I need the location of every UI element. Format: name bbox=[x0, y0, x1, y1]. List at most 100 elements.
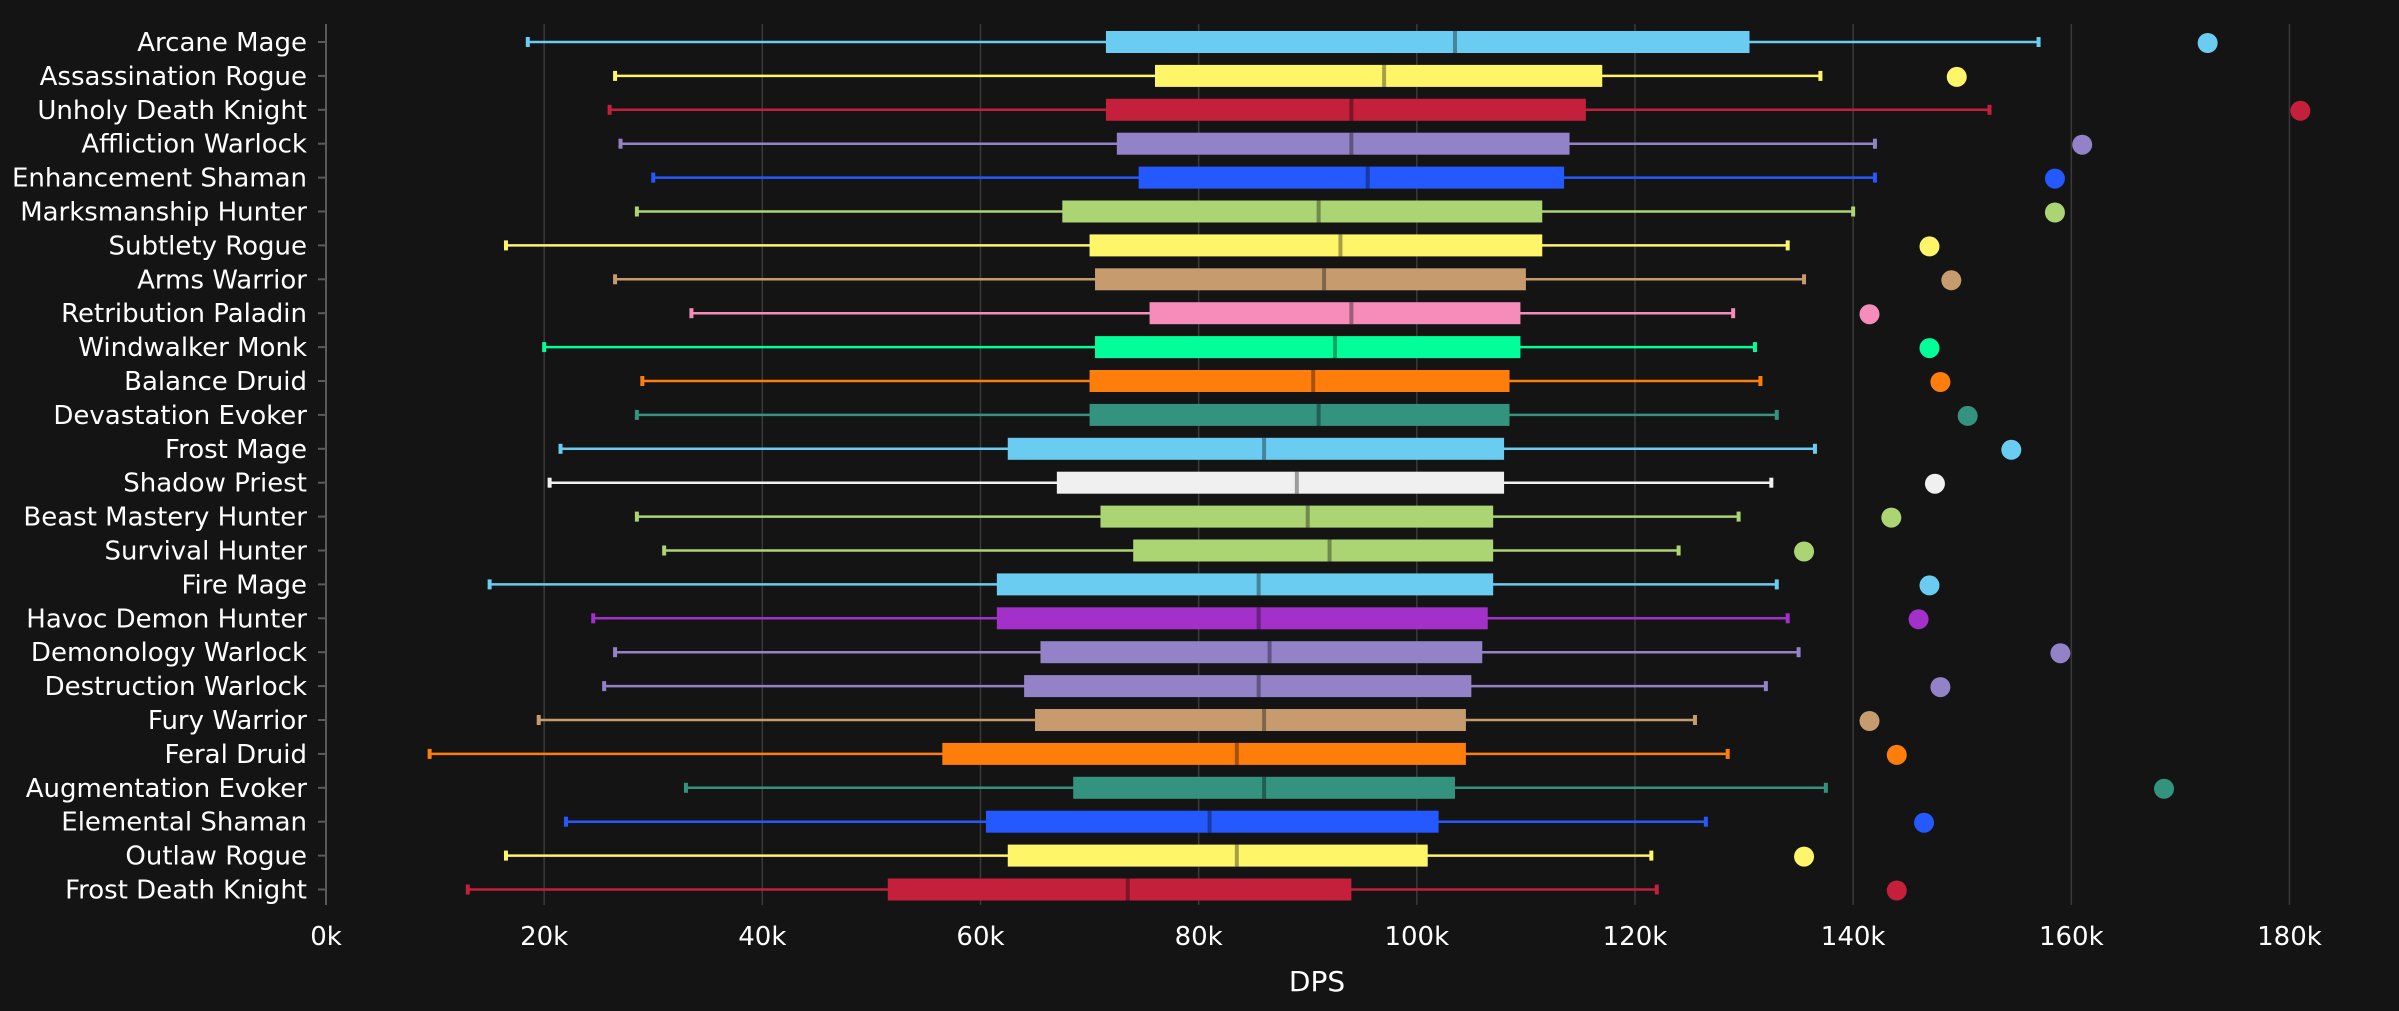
box-row: Survival Hunter bbox=[105, 537, 1815, 567]
box-row: Feral Druid bbox=[164, 740, 1907, 770]
iqr-box bbox=[1073, 776, 1455, 799]
iqr-box bbox=[887, 878, 1352, 901]
outlier-point bbox=[1908, 609, 1929, 630]
iqr-box bbox=[1040, 641, 1483, 664]
box-row: Unholy Death Knight bbox=[37, 96, 2311, 126]
iqr-box bbox=[1095, 336, 1521, 359]
outlier-point bbox=[1886, 744, 1907, 765]
x-tick-label: 0k bbox=[310, 922, 342, 952]
outlier-point bbox=[1919, 236, 1940, 257]
x-tick-label: 60k bbox=[956, 922, 1004, 952]
outlier-point bbox=[2044, 168, 2065, 189]
x-tick-label: 40k bbox=[738, 922, 786, 952]
category-label: Marksmanship Hunter bbox=[20, 198, 307, 228]
outlier-point bbox=[1886, 880, 1907, 901]
iqr-box bbox=[1105, 31, 1750, 53]
box-row: Balance Druid bbox=[124, 367, 1951, 397]
outlier-point bbox=[1794, 541, 1815, 562]
box-row: Retribution Paladin bbox=[61, 299, 1880, 329]
x-tick-label: 180k bbox=[2257, 922, 2322, 952]
outlier-point bbox=[1794, 846, 1815, 867]
category-label: Assassination Rogue bbox=[40, 62, 307, 92]
outlier-point bbox=[1914, 812, 1935, 833]
category-label: Affliction Warlock bbox=[81, 130, 307, 160]
category-label: Havoc Demon Hunter bbox=[26, 604, 307, 634]
outlier-point bbox=[1859, 304, 1880, 325]
outlier-point bbox=[2290, 100, 2311, 121]
iqr-box bbox=[1062, 200, 1543, 223]
box-row: Destruction Warlock bbox=[45, 672, 1951, 702]
iqr-box bbox=[1105, 98, 1586, 121]
outlier-point bbox=[2050, 643, 2071, 664]
box-row: Subtlety Rogue bbox=[108, 231, 1940, 261]
iqr-box bbox=[1116, 132, 1570, 155]
iqr-box bbox=[1089, 370, 1510, 392]
x-axis-title: DPS bbox=[1289, 965, 1345, 998]
gridlines bbox=[543, 24, 2291, 905]
box-row: Frost Death Knight bbox=[65, 876, 1907, 906]
box-row: Devastation Evoker bbox=[53, 401, 1978, 431]
category-label: Feral Druid bbox=[164, 740, 307, 770]
category-label: Outlaw Rogue bbox=[125, 842, 307, 872]
outlier-point bbox=[1881, 507, 1902, 528]
iqr-box bbox=[985, 810, 1439, 833]
outlier-point bbox=[1919, 575, 1940, 596]
iqr-box bbox=[1056, 471, 1505, 494]
iqr-box bbox=[1138, 166, 1565, 189]
category-label: Beast Mastery Hunter bbox=[23, 503, 307, 533]
x-tick-label: 160k bbox=[2039, 922, 2104, 952]
box-row: Assassination Rogue bbox=[40, 62, 1967, 92]
x-tick-label: 140k bbox=[1821, 922, 1886, 952]
box-row: Fury Warrior bbox=[148, 706, 1880, 736]
outlier-point bbox=[2001, 439, 2022, 460]
box-row: Fire Mage bbox=[181, 570, 1940, 600]
iqr-box bbox=[1024, 675, 1472, 698]
iqr-box bbox=[1149, 302, 1521, 325]
outlier-point bbox=[1930, 677, 1951, 698]
category-label: Elemental Shaman bbox=[61, 808, 307, 838]
category-label: Fury Warrior bbox=[148, 706, 307, 736]
x-tick-label: 20k bbox=[520, 922, 568, 952]
box-row: Enhancement Shaman bbox=[12, 164, 2065, 194]
box-row: Elemental Shaman bbox=[61, 808, 1935, 838]
category-label: Survival Hunter bbox=[105, 537, 308, 567]
iqr-box bbox=[996, 573, 1494, 596]
outlier-point bbox=[2044, 202, 2065, 223]
box-row: Marksmanship Hunter bbox=[20, 198, 2065, 228]
iqr-box bbox=[1155, 64, 1603, 87]
category-label: Frost Mage bbox=[165, 435, 307, 465]
box-row: Demonology Warlock bbox=[31, 638, 2071, 668]
outlier-point bbox=[1941, 270, 1962, 291]
category-label: Unholy Death Knight bbox=[37, 96, 307, 126]
outlier-point bbox=[1919, 338, 1940, 359]
iqr-box bbox=[1089, 234, 1543, 257]
outlier-point bbox=[1859, 711, 1880, 731]
iqr-box bbox=[1007, 844, 1428, 867]
category-label: Augmentation Evoker bbox=[26, 774, 308, 804]
category-label: Devastation Evoker bbox=[53, 401, 307, 431]
box-row: Beast Mastery Hunter bbox=[23, 503, 1902, 533]
iqr-box bbox=[1100, 505, 1494, 528]
category-label: Subtlety Rogue bbox=[108, 231, 307, 261]
box-row: Augmentation Evoker bbox=[26, 774, 2175, 804]
box-rows: Arcane Mage Assassination Rogue Unholy Dea… bbox=[12, 28, 2311, 906]
category-label: Demonology Warlock bbox=[31, 638, 307, 668]
category-label: Arms Warrior bbox=[137, 265, 307, 295]
category-label: Shadow Priest bbox=[123, 469, 307, 499]
box-row: Windwalker Monk bbox=[78, 333, 1940, 363]
box-row: Outlaw Rogue bbox=[125, 842, 1815, 872]
outlier-point bbox=[1946, 66, 1967, 87]
iqr-box bbox=[996, 607, 1488, 630]
x-tick-label: 80k bbox=[1175, 922, 1223, 952]
category-label: Windwalker Monk bbox=[78, 333, 307, 363]
category-label: Retribution Paladin bbox=[61, 299, 307, 329]
outlier-point bbox=[1930, 372, 1951, 392]
x-tick-label: 120k bbox=[1603, 922, 1668, 952]
box-row: Shadow Priest bbox=[123, 469, 1945, 499]
box-row: Havoc Demon Hunter bbox=[26, 604, 1929, 634]
box-row: Arms Warrior bbox=[137, 265, 1962, 295]
category-label: Arcane Mage bbox=[137, 28, 307, 58]
category-label: Frost Death Knight bbox=[65, 876, 307, 906]
outlier-point bbox=[2197, 33, 2218, 53]
iqr-box bbox=[942, 742, 1466, 765]
